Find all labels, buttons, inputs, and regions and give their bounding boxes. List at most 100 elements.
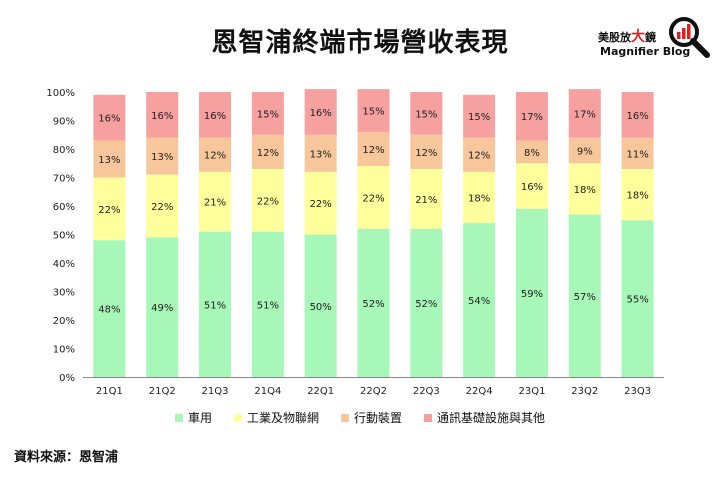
- bar-segment: [146, 237, 179, 377]
- data-label: 49%: [151, 303, 173, 314]
- legend-label: 通訊基礎設施與其他: [437, 411, 546, 425]
- x-tick-label: 21Q1: [96, 386, 123, 397]
- data-label: 12%: [415, 148, 437, 159]
- y-tick-label: 30%: [53, 288, 75, 299]
- y-tick-label: 0%: [59, 373, 75, 384]
- bar-segment: [621, 92, 654, 138]
- bar-segment: [357, 131, 390, 167]
- bar-segment: [410, 134, 443, 169]
- x-tick-label: 23Q1: [518, 386, 545, 397]
- data-label: 22%: [151, 202, 173, 213]
- data-label: 54%: [468, 296, 490, 307]
- data-label: 12%: [257, 148, 279, 159]
- bar-segment: [463, 171, 496, 224]
- data-label: 12%: [362, 145, 384, 156]
- data-label: 16%: [521, 182, 543, 193]
- data-label: 12%: [204, 151, 226, 162]
- y-tick-label: 70%: [53, 174, 75, 185]
- bar-segment: [463, 223, 496, 377]
- y-tick-label: 90%: [53, 117, 75, 128]
- chart-legend: 車用 工業及物聯網 行動裝置 通訊基礎設施與其他: [0, 409, 720, 426]
- bar-segment: [146, 174, 179, 238]
- magnifier-icon: [669, 17, 710, 58]
- data-label: 18%: [574, 185, 596, 196]
- y-tick-label: 50%: [53, 231, 75, 242]
- bar-segment: [357, 89, 390, 132]
- x-tick-label: 22Q3: [413, 386, 440, 397]
- bar-segment: [304, 89, 337, 135]
- y-tick-label: 100%: [46, 88, 75, 99]
- bar-segment: [515, 92, 548, 141]
- x-tick-label: 21Q4: [254, 386, 281, 397]
- data-label: 18%: [468, 193, 490, 204]
- y-tick-label: 40%: [53, 259, 75, 270]
- bar-segment: [93, 177, 126, 241]
- bar-segment: [93, 240, 126, 377]
- bar-segment: [251, 168, 284, 232]
- data-label: 15%: [257, 109, 279, 120]
- x-tick-label: 23Q3: [624, 386, 651, 397]
- bar-segment: [568, 89, 601, 138]
- data-label: 22%: [257, 196, 279, 207]
- data-label: 12%: [468, 151, 490, 162]
- legend-item: 通訊基礎設施與其他: [424, 409, 545, 426]
- data-label: 8%: [524, 148, 540, 159]
- bar-segment: [199, 171, 232, 232]
- bar-segment: [304, 134, 337, 172]
- legend-swatch: [341, 413, 349, 422]
- bar-segment: [357, 228, 390, 377]
- data-label: 52%: [362, 299, 384, 310]
- data-label: 11%: [626, 149, 648, 160]
- x-tick-label: 22Q2: [360, 386, 387, 397]
- data-label: 52%: [415, 299, 437, 310]
- x-tick-label: 23Q2: [571, 386, 598, 397]
- x-tick-label: 22Q1: [307, 386, 334, 397]
- data-label: 17%: [574, 109, 596, 120]
- source-note: 資料來源：恩智浦: [14, 450, 119, 465]
- bar-segment: [251, 92, 284, 135]
- bar-segment: [463, 137, 496, 172]
- data-label: 13%: [151, 152, 173, 163]
- data-label: 55%: [626, 295, 648, 306]
- bar-segment: [568, 163, 601, 215]
- data-label: 22%: [310, 199, 332, 210]
- y-tick-label: 10%: [53, 345, 75, 356]
- data-label: 59%: [521, 289, 543, 300]
- y-tick-label: 20%: [53, 316, 75, 327]
- data-label: 22%: [362, 193, 384, 204]
- brand-logo: 美股放大鏡 Magnifier Blog: [598, 12, 716, 62]
- data-label: 21%: [415, 195, 437, 206]
- data-label: 48%: [98, 305, 120, 316]
- legend-label: 工業及物聯網: [246, 411, 319, 425]
- x-tick-label: 21Q3: [202, 386, 229, 397]
- data-label: 22%: [98, 205, 120, 216]
- data-label: 16%: [151, 111, 173, 122]
- data-label: 15%: [362, 107, 384, 118]
- bar-segment: [199, 92, 232, 138]
- legend-item: 行動裝置: [341, 409, 402, 426]
- bar-segment: [410, 228, 443, 377]
- data-label: 9%: [577, 146, 593, 157]
- y-tick-label: 60%: [53, 202, 75, 213]
- data-label: 15%: [415, 109, 437, 120]
- x-tick-label: 22Q4: [466, 386, 493, 397]
- logo-name: 美股放大鏡: [598, 29, 656, 45]
- bar-segment: [463, 94, 496, 138]
- data-label: 51%: [204, 300, 226, 311]
- data-label: 16%: [204, 111, 226, 122]
- legend-item: 工業及物聯網: [233, 409, 319, 426]
- bar-segment: [146, 92, 179, 138]
- data-label: 18%: [626, 191, 648, 202]
- y-tick-label: 80%: [53, 145, 75, 156]
- data-label: 16%: [310, 108, 332, 119]
- logo-subtitle: Magnifier Blog: [600, 45, 691, 58]
- data-label: 15%: [468, 112, 490, 123]
- bar-segment: [621, 137, 654, 169]
- bar-segment: [515, 140, 548, 164]
- legend-swatch: [424, 413, 433, 422]
- bar-segment: [621, 168, 654, 221]
- legend-swatch: [174, 413, 183, 422]
- legend-item: 車用: [174, 409, 212, 426]
- bar-segment: [621, 220, 654, 377]
